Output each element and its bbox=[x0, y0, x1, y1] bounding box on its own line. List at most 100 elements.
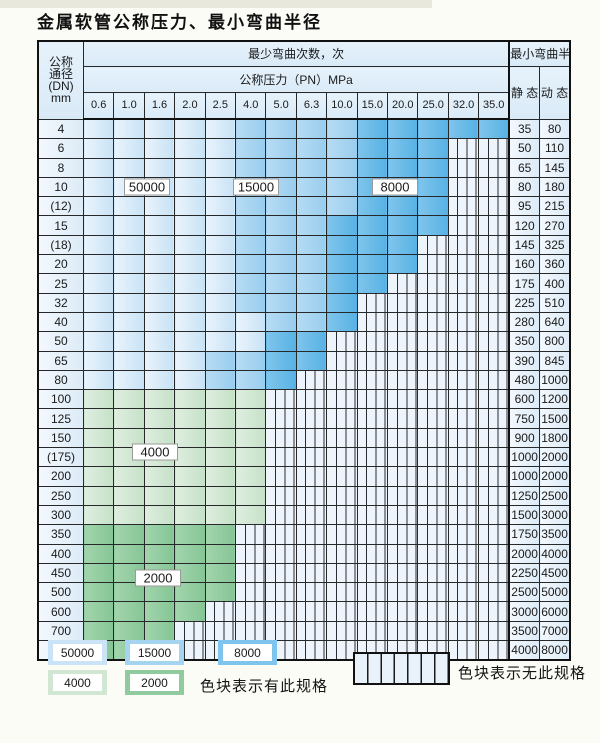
legend-no-spec-swatch bbox=[353, 652, 450, 685]
spec-cell bbox=[447, 254, 480, 275]
dynamic-value-cell: 6000 bbox=[539, 601, 571, 622]
radius-header-cell: 最小弯曲半径 bbox=[508, 40, 571, 67]
table-row: 350 1750 3500 bbox=[37, 524, 571, 545]
spec-cell bbox=[174, 427, 206, 449]
spec-cell bbox=[204, 157, 237, 178]
spec-cell bbox=[174, 215, 206, 236]
spec-cell bbox=[204, 196, 237, 217]
spec-cell bbox=[326, 562, 358, 584]
spec-cell bbox=[295, 138, 328, 159]
spec-count-label: 8000 bbox=[372, 178, 418, 196]
spec-cell bbox=[82, 427, 115, 449]
static-value-cell: 1000 bbox=[508, 447, 541, 468]
spec-cell bbox=[235, 118, 267, 140]
spec-cell bbox=[295, 215, 328, 236]
dynamic-value-cell: 7000 bbox=[539, 620, 571, 642]
legend-swatch-label: 15000 bbox=[130, 644, 179, 661]
spec-cell bbox=[478, 138, 510, 159]
spec-cell bbox=[478, 504, 510, 526]
spec-cell bbox=[265, 466, 297, 487]
dn-cell: 15 bbox=[37, 215, 84, 236]
spec-cell bbox=[204, 562, 237, 584]
spec-cell bbox=[295, 427, 328, 449]
spec-cell bbox=[235, 504, 267, 526]
table-row: 300 1500 3000 bbox=[37, 504, 571, 526]
spec-cell bbox=[174, 292, 206, 313]
spec-cell bbox=[295, 350, 328, 371]
spec-cell bbox=[478, 273, 510, 294]
spec-cell bbox=[143, 254, 176, 275]
dn-cell: 65 bbox=[37, 350, 84, 371]
spec-cell bbox=[295, 640, 328, 661]
spec-cell bbox=[447, 292, 480, 313]
spec-cell bbox=[235, 427, 267, 449]
dn-cell: 500 bbox=[37, 582, 84, 603]
dn-cell: 40 bbox=[37, 311, 84, 333]
dynamic-value-cell: 2000 bbox=[539, 466, 571, 487]
spec-cell bbox=[387, 408, 419, 429]
spec-cell bbox=[204, 273, 237, 294]
spec-cell bbox=[265, 562, 297, 584]
spec-cell bbox=[356, 485, 389, 506]
table-row: 450 2250 4500 bbox=[37, 562, 571, 584]
spec-cell bbox=[356, 524, 389, 545]
spec-cell bbox=[447, 543, 480, 564]
legend-swatch-label: 50000 bbox=[53, 644, 102, 661]
spec-cell bbox=[174, 543, 206, 564]
spec-cell bbox=[82, 254, 115, 275]
spec-cell bbox=[174, 562, 206, 584]
spec-cell bbox=[143, 408, 176, 429]
spec-cell bbox=[295, 369, 328, 391]
spec-cell bbox=[326, 485, 358, 506]
spec-cell bbox=[204, 234, 237, 256]
spec-cell bbox=[387, 485, 419, 506]
pressure-tick-cell: 25.0 bbox=[417, 92, 449, 120]
spec-cell bbox=[204, 369, 237, 391]
pressure-tick-cell: 35.0 bbox=[478, 92, 510, 120]
spec-cell bbox=[204, 447, 237, 468]
spec-cell bbox=[387, 466, 419, 487]
spec-cell bbox=[204, 176, 237, 198]
spec-cell bbox=[417, 215, 449, 236]
spec-cell bbox=[113, 273, 145, 294]
spec-cell bbox=[265, 427, 297, 449]
spec-cell bbox=[143, 331, 176, 352]
spec-cell bbox=[478, 466, 510, 487]
spec-cell bbox=[295, 543, 328, 564]
spec-cell bbox=[174, 504, 206, 526]
spec-cell bbox=[143, 215, 176, 236]
spec-cell bbox=[447, 620, 480, 642]
spec-cell bbox=[326, 138, 358, 159]
legend-swatch: 15000 bbox=[125, 640, 184, 665]
spec-cell bbox=[174, 369, 206, 391]
spec-cell bbox=[204, 582, 237, 603]
spec-cell bbox=[113, 157, 145, 178]
spec-cell bbox=[356, 466, 389, 487]
spec-cell bbox=[235, 582, 267, 603]
spec-cell bbox=[204, 311, 237, 333]
spec-cell bbox=[387, 601, 419, 622]
spec-cell bbox=[417, 466, 449, 487]
legend-swatch-label: 8000 bbox=[223, 644, 272, 661]
spec-cell bbox=[143, 466, 176, 487]
dn-cell: 100 bbox=[37, 389, 84, 410]
spec-cell bbox=[326, 292, 358, 313]
spec-cell bbox=[447, 176, 480, 198]
dynamic-value-cell: 3500 bbox=[539, 524, 571, 545]
spec-cell bbox=[447, 524, 480, 545]
static-value-cell: 65 bbox=[508, 157, 541, 178]
spec-cell bbox=[478, 562, 510, 584]
spec-cell bbox=[478, 427, 510, 449]
legend-swatch: 4000 bbox=[48, 670, 107, 695]
table-row: 80040008000 bbox=[37, 640, 571, 661]
spec-cell bbox=[113, 369, 145, 391]
spec-cell bbox=[174, 196, 206, 217]
spec-cell bbox=[265, 369, 297, 391]
spec-cell bbox=[174, 408, 206, 429]
static-value-cell: 95 bbox=[508, 196, 541, 217]
spec-cell bbox=[387, 273, 419, 294]
spec-cell bbox=[356, 254, 389, 275]
spec-cell bbox=[113, 504, 145, 526]
spec-cell bbox=[417, 196, 449, 217]
spec-cell bbox=[447, 427, 480, 449]
